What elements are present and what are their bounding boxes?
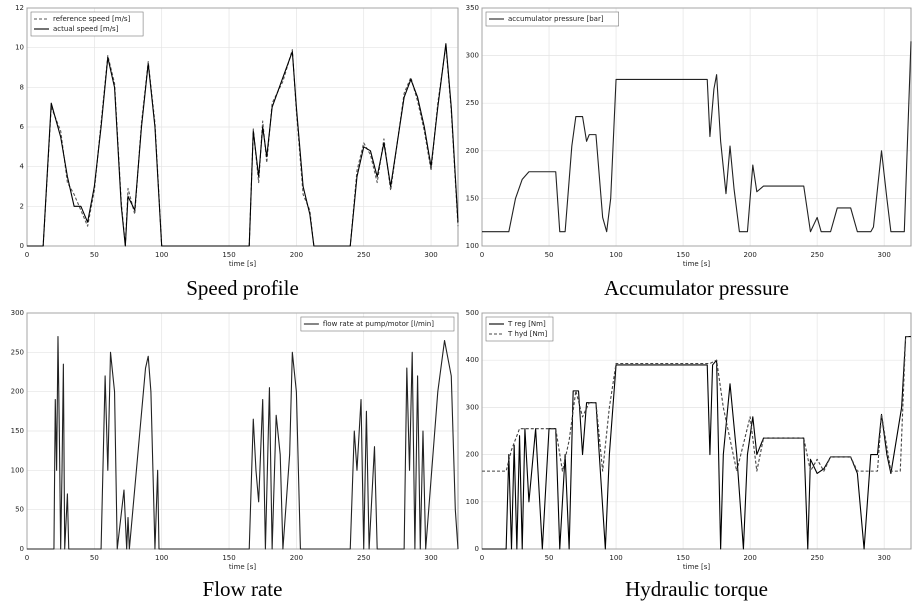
chart: 0 2 4 6 8 10 12 0 50 100 150 200 250 300 time [s] refer… <box>15 4 459 300</box>
y-tick-label: 0 <box>20 545 24 553</box>
plot-frame <box>481 312 912 550</box>
x-tick-label: 50 <box>545 251 554 259</box>
x-tick-label: 200 <box>743 251 756 259</box>
y-tick-label: 2 <box>20 202 24 210</box>
y-tick-label: 50 <box>15 506 24 514</box>
x-tick-label: 200 <box>290 554 303 562</box>
data-line <box>482 336 911 472</box>
x-tick-label: 300 <box>878 251 891 259</box>
x-axis-label: time [s] <box>229 260 256 268</box>
x-tick-label: 150 <box>676 554 689 562</box>
caption: Speed profile <box>186 276 299 300</box>
x-tick-label: 50 <box>90 554 99 562</box>
x-tick-label: 250 <box>357 554 370 562</box>
legend-label: flow rate at pump/motor [l/min] <box>323 320 434 328</box>
x-tick-label: 300 <box>424 251 437 259</box>
x-tick-label: 150 <box>222 251 235 259</box>
x-tick-label: 200 <box>290 251 303 259</box>
y-tick-label: 0 <box>20 242 24 250</box>
y-tick-label: 250 <box>466 99 479 107</box>
x-axis-label: time [s] <box>683 260 710 268</box>
x-tick-label: 0 <box>480 251 484 259</box>
data-line <box>482 41 912 233</box>
y-tick-label: 200 <box>466 451 479 459</box>
x-tick-label: 250 <box>810 251 823 259</box>
legend-box <box>485 11 619 27</box>
x-tick-label: 0 <box>25 554 29 562</box>
caption: Accumulator pressure <box>604 276 789 300</box>
y-tick-label: 10 <box>15 44 24 52</box>
y-tick-label: 4 <box>20 163 25 171</box>
caption: Hydraulic torque <box>625 577 768 601</box>
plot-frame <box>481 7 912 247</box>
legend-label: reference speed [m/s] <box>53 15 131 23</box>
legend-box <box>30 11 144 37</box>
legend-label: T reg [Nm] <box>507 320 546 328</box>
y-tick-label: 200 <box>11 388 24 396</box>
y-tick-label: 6 <box>20 123 25 131</box>
y-tick-label: 150 <box>11 427 24 435</box>
x-tick-label: 250 <box>357 251 370 259</box>
x-tick-label: 0 <box>480 554 484 562</box>
y-tick-label: 8 <box>20 83 24 91</box>
data-line <box>27 336 459 550</box>
legend-label: accumulator pressure [bar] <box>508 15 604 23</box>
x-tick-label: 300 <box>424 554 437 562</box>
chart: 100 150 200 250 300 350 0 50 100 150 200 250 300 time… <box>466 4 912 300</box>
legend-label: T hyd [Nm] <box>507 330 548 338</box>
y-tick-label: 150 <box>466 194 479 202</box>
y-tick-label: 350 <box>466 4 479 12</box>
data-line <box>27 43 459 247</box>
x-tick-label: 150 <box>676 251 689 259</box>
chart: 0 50 100 150 200 250 300 0 50 100 150 200 250 300 time… <box>11 309 459 601</box>
plot-area <box>481 312 912 550</box>
x-tick-label: 100 <box>609 251 622 259</box>
caption: Flow rate <box>203 577 283 601</box>
x-tick-label: 0 <box>25 251 29 259</box>
y-tick-label: 400 <box>466 356 479 364</box>
x-tick-label: 100 <box>609 554 622 562</box>
x-tick-label: 150 <box>222 554 235 562</box>
x-tick-label: 250 <box>810 554 823 562</box>
plot-area <box>481 7 912 247</box>
legend-box <box>300 316 455 332</box>
x-tick-label: 50 <box>545 554 554 562</box>
y-tick-label: 300 <box>466 403 479 411</box>
y-tick-label: 300 <box>11 309 24 317</box>
y-tick-label: 12 <box>15 4 24 12</box>
y-tick-label: 100 <box>466 242 479 250</box>
y-tick-label: 250 <box>11 348 24 356</box>
x-tick-label: 100 <box>155 554 168 562</box>
x-tick-label: 100 <box>155 251 168 259</box>
y-tick-label: 500 <box>466 309 479 317</box>
y-tick-label: 300 <box>466 52 479 60</box>
y-tick-label: 200 <box>466 147 479 155</box>
data-line <box>482 336 911 550</box>
y-tick-label: 100 <box>11 466 24 474</box>
y-tick-label: 0 <box>475 545 479 553</box>
chart: 0 100 200 300 400 500 0 50 100 150 200 250 300 time [… <box>466 309 912 601</box>
y-tick-label: 100 <box>466 498 479 506</box>
legend-box <box>485 316 554 342</box>
x-tick-label: 300 <box>878 554 891 562</box>
x-tick-label: 200 <box>743 554 756 562</box>
x-axis-label: time [s] <box>683 563 710 571</box>
x-tick-label: 50 <box>90 251 99 259</box>
legend-label: actual speed [m/s] <box>53 25 119 33</box>
x-axis-label: time [s] <box>229 563 256 571</box>
